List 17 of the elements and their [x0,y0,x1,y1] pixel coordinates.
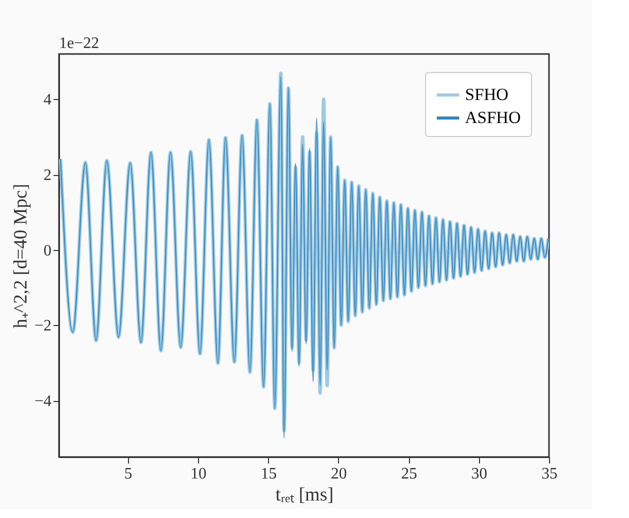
y-tick-label: 2 [44,167,52,184]
x-tick-label: 15 [260,466,277,482]
y-tick-label: −2 [34,318,52,335]
x-tick-label: 20 [330,466,347,482]
legend-label: ASFHO [465,108,521,127]
y-axis-title: h₊^2,2 [d=40 Mpc] [10,184,32,328]
x-tick-label: 10 [190,466,206,482]
text: 1e−22 [59,35,100,52]
x-tick-label: 5 [124,466,132,482]
y-tick-label: 4 [44,92,52,109]
x-tick-label: 35 [542,466,558,482]
y-tick-label: 0 [44,242,52,260]
x-tick-label: 30 [471,466,488,482]
x-axis-title: tᵣₑₜ [ms] [275,484,334,506]
legend-label: SFHO [465,85,508,104]
y-tick-label: −4 [34,393,52,410]
x-tick-label: 25 [401,466,418,482]
